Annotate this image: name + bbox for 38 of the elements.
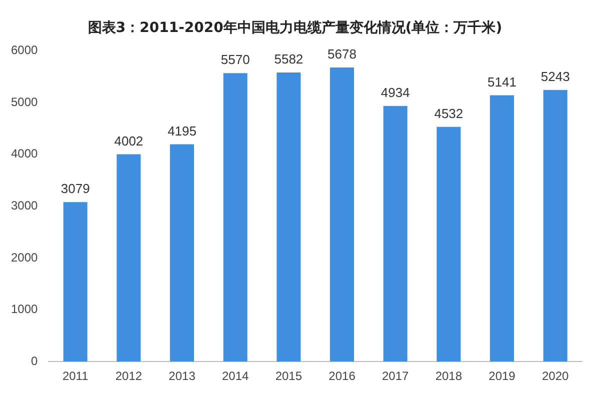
chart-title: 图表3：2011-2020年中国电力电缆产量变化情况(单位：万千米) bbox=[88, 19, 502, 36]
bar bbox=[490, 95, 514, 362]
x-tick-label: 2011 bbox=[62, 369, 89, 384]
bar bbox=[223, 73, 248, 362]
x-tick-label: 2012 bbox=[115, 369, 142, 384]
x-tick-label: 2013 bbox=[168, 369, 196, 384]
y-tick-label: 2000 bbox=[10, 250, 38, 264]
bar bbox=[330, 67, 354, 362]
x-tick-label: 2015 bbox=[275, 369, 302, 384]
data-label: 5570 bbox=[220, 52, 250, 68]
bar bbox=[436, 126, 461, 362]
data-label: 5678 bbox=[328, 46, 356, 62]
data-label: 4195 bbox=[168, 123, 196, 138]
bar bbox=[116, 154, 141, 362]
y-tick-label: 5000 bbox=[10, 94, 38, 109]
data-label: 3079 bbox=[60, 181, 90, 196]
bar bbox=[383, 106, 408, 362]
data-label: 5243 bbox=[540, 69, 570, 84]
y-tick-label: 4000 bbox=[10, 146, 38, 161]
data-label: 4002 bbox=[114, 133, 144, 148]
bar bbox=[543, 90, 568, 362]
y-tick-label: 3000 bbox=[10, 198, 38, 213]
data-label: 5141 bbox=[488, 74, 516, 90]
data-label: 5582 bbox=[274, 52, 304, 67]
x-tick-label: 2017 bbox=[382, 369, 410, 384]
bar bbox=[63, 202, 88, 362]
y-tick-label: 6000 bbox=[10, 43, 38, 58]
x-tick-label: 2018 bbox=[435, 369, 462, 384]
x-tick-label: 2016 bbox=[328, 369, 356, 384]
x-tick-label: 2014 bbox=[222, 369, 250, 384]
x-tick-label: 2020 bbox=[542, 369, 570, 384]
y-tick-label: 0 bbox=[31, 354, 38, 368]
bar bbox=[170, 144, 194, 362]
x-tick-label: 2019 bbox=[488, 369, 516, 384]
y-tick-label: 1000 bbox=[10, 302, 38, 316]
bar bbox=[276, 72, 301, 362]
data-label: 4532 bbox=[434, 106, 464, 121]
data-label: 4934 bbox=[380, 85, 410, 100]
